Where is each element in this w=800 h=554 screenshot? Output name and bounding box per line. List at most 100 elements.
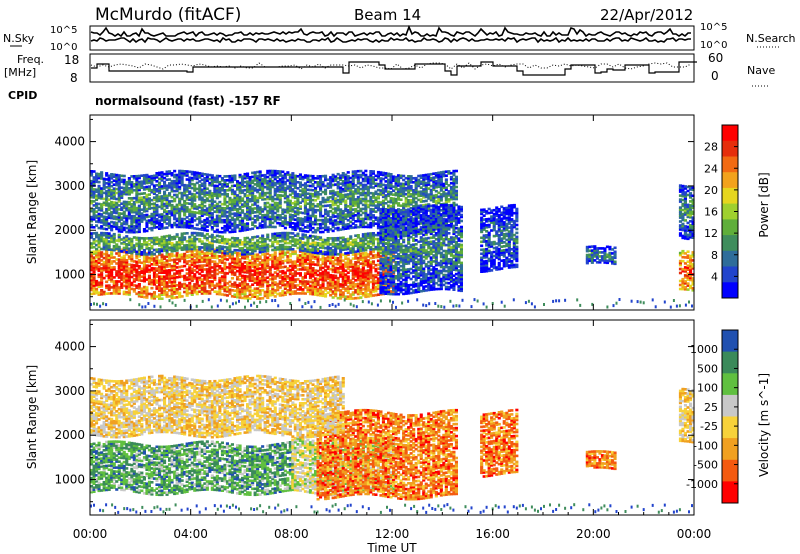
data-cell: [110, 272, 114, 275]
data-cell: [110, 286, 114, 289]
data-cell: [319, 264, 323, 267]
data-cell: [246, 257, 250, 260]
data-cell: [263, 268, 267, 272]
data-cell: [271, 287, 275, 291]
data-cell: [248, 263, 252, 266]
data-cell: [321, 270, 325, 274]
data-cell: [200, 270, 204, 273]
data-cell: [120, 276, 124, 279]
data-cell: [238, 296, 242, 299]
data-cell: [163, 293, 167, 296]
data-cell: [142, 289, 146, 293]
data-cell: [97, 249, 101, 253]
data-cell: [301, 256, 305, 259]
data-cell: [273, 261, 277, 264]
data-cell: [170, 264, 174, 268]
data-cell: [120, 268, 124, 271]
freq-label: Freq.: [17, 53, 44, 66]
data-cell: [311, 278, 315, 282]
data-cell: [248, 269, 252, 272]
data-cell: [253, 277, 257, 280]
data-cell: [95, 265, 99, 269]
data-cell: [105, 292, 109, 295]
data-cell: [319, 268, 323, 271]
data-cell: [303, 274, 307, 277]
data-cell: [278, 264, 282, 267]
data-cell: [135, 270, 139, 274]
data-cell: [253, 291, 257, 294]
data-cell: [92, 290, 96, 293]
data-cell: [341, 259, 345, 262]
data-cell: [137, 279, 141, 282]
data-cell: [90, 260, 94, 264]
data-cell: [286, 251, 290, 254]
data-cell: [359, 296, 363, 299]
data-cell: [175, 276, 179, 279]
data-cell: [319, 250, 323, 253]
data-cell: [122, 278, 126, 282]
data-cell: [344, 289, 348, 292]
data-cell: [331, 282, 335, 285]
data-cell: [339, 253, 343, 256]
data-cell: [266, 288, 270, 291]
data-cell: [230, 261, 234, 264]
data-cell: [261, 269, 265, 272]
data-cell: [173, 284, 177, 287]
data-cell: [220, 269, 224, 272]
data-cell: [210, 260, 214, 263]
data-cell: [349, 283, 353, 286]
data-cell: [266, 264, 270, 267]
data-cell: [319, 276, 323, 279]
data-cell: [105, 256, 109, 260]
data-cell: [329, 273, 333, 277]
data-cell: [90, 262, 94, 266]
data-cell: [283, 259, 287, 263]
data-cell: [205, 272, 209, 275]
data-cell: [266, 266, 270, 269]
data-cell: [273, 283, 277, 286]
data-cell: [115, 272, 119, 275]
data-cell: [190, 285, 194, 288]
data-cell: [173, 262, 177, 266]
data-cell: [283, 277, 287, 280]
data-cell: [158, 289, 162, 292]
freq-nave-traces: [90, 61, 697, 76]
data-cell: [173, 286, 177, 289]
data-cell: [329, 261, 333, 265]
data-cell: [210, 270, 214, 273]
data-cell: [97, 267, 101, 271]
data-cell: [213, 266, 217, 269]
data-cell: [316, 259, 320, 263]
data-cell: [165, 281, 169, 284]
data-cell: [319, 272, 323, 275]
data-cell: [142, 261, 146, 265]
data-cell: [306, 288, 310, 291]
data-cell: [288, 278, 292, 282]
data-cell: [90, 266, 94, 270]
data-cell: [283, 279, 287, 282]
data-cell: [120, 278, 124, 281]
data-cell: [195, 266, 199, 270]
data-cell: [107, 262, 111, 265]
data-cell: [170, 282, 174, 286]
data-cell: [236, 252, 240, 255]
data-cell: [303, 252, 307, 255]
data-cell: [288, 268, 292, 272]
data-cell: [137, 267, 141, 270]
data-cell: [283, 271, 287, 274]
data-cell: [263, 266, 267, 270]
data-cell: [336, 263, 340, 266]
data-cell: [95, 267, 99, 271]
data-cell: [150, 257, 154, 260]
data-cell: [193, 289, 197, 292]
data-cell: [241, 292, 245, 296]
data-cell: [100, 289, 104, 292]
data-cell: [326, 285, 330, 289]
data-cell: [168, 255, 172, 258]
data-cell: [278, 276, 282, 279]
data-cell: [291, 248, 295, 251]
data-cell: [120, 272, 124, 275]
data-cell: [208, 256, 212, 259]
data-cell: [163, 190, 167, 194]
data-cell: [326, 271, 330, 275]
